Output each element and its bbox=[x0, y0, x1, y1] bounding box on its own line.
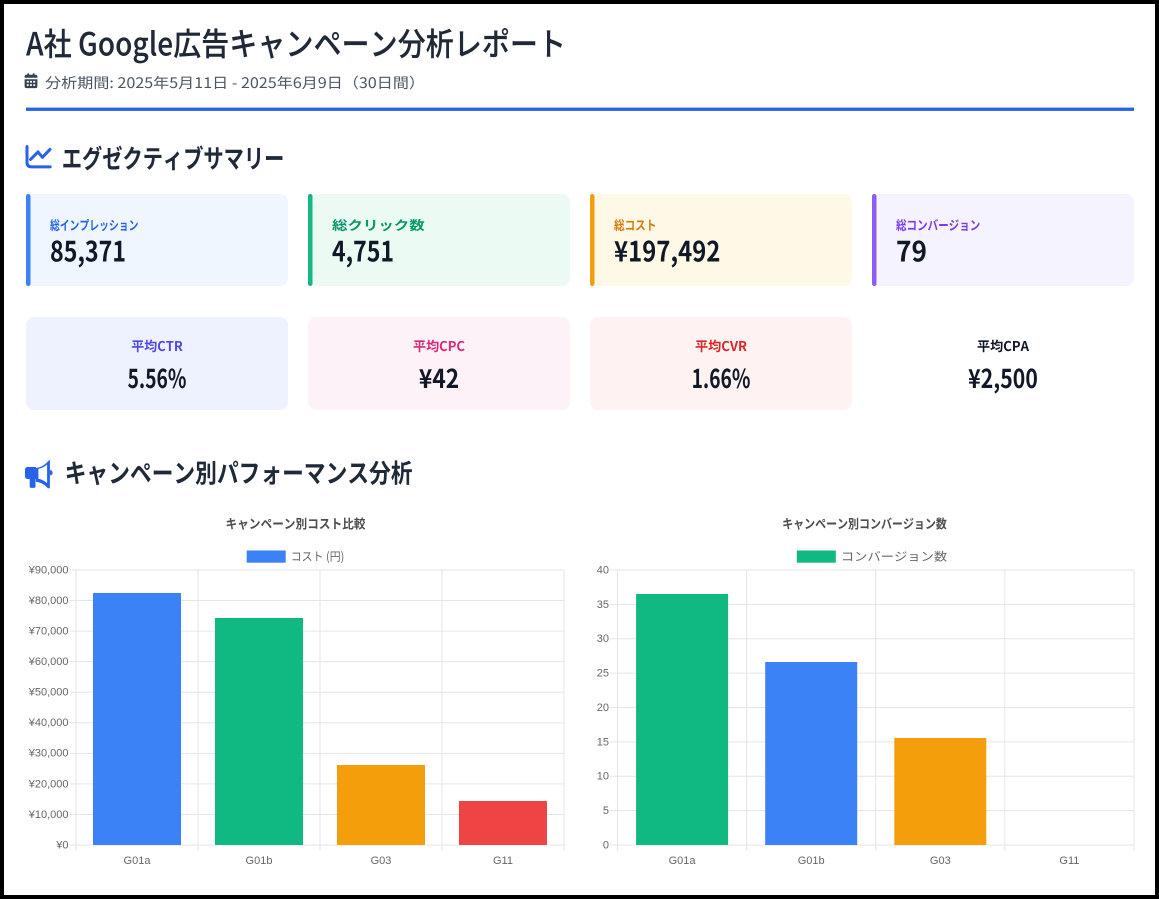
svg-text:0: 0 bbox=[603, 839, 609, 851]
svg-text:G11: G11 bbox=[493, 855, 513, 867]
svg-text:¥90,000: ¥90,000 bbox=[28, 564, 69, 576]
svg-text:¥60,000: ¥60,000 bbox=[28, 656, 69, 668]
svg-text:¥20,000: ¥20,000 bbox=[28, 778, 69, 790]
svg-text:25: 25 bbox=[597, 668, 609, 680]
svg-text:G03: G03 bbox=[371, 855, 392, 867]
svg-text:¥40,000: ¥40,000 bbox=[28, 717, 69, 729]
svg-text:¥30,000: ¥30,000 bbox=[28, 748, 69, 760]
svg-text:20: 20 bbox=[597, 702, 609, 714]
svg-text:G01a: G01a bbox=[124, 855, 152, 867]
svg-text:G11: G11 bbox=[1059, 855, 1079, 867]
svg-text:G01b: G01b bbox=[798, 855, 825, 867]
svg-text:5: 5 bbox=[603, 805, 609, 817]
svg-text:¥80,000: ¥80,000 bbox=[28, 595, 69, 607]
svg-text:10: 10 bbox=[597, 771, 609, 783]
svg-text:40: 40 bbox=[597, 564, 609, 576]
svg-text:¥10,000: ¥10,000 bbox=[28, 809, 69, 821]
svg-text:G03: G03 bbox=[930, 855, 951, 867]
svg-text:¥50,000: ¥50,000 bbox=[28, 687, 69, 699]
svg-text:30: 30 bbox=[597, 633, 609, 645]
svg-text:15: 15 bbox=[597, 736, 609, 748]
svg-text:G01b: G01b bbox=[246, 855, 273, 867]
svg-text:35: 35 bbox=[597, 599, 609, 611]
svg-text:G01a: G01a bbox=[669, 855, 697, 867]
svg-text:¥0: ¥0 bbox=[55, 839, 68, 851]
svg-text:¥70,000: ¥70,000 bbox=[28, 626, 69, 638]
